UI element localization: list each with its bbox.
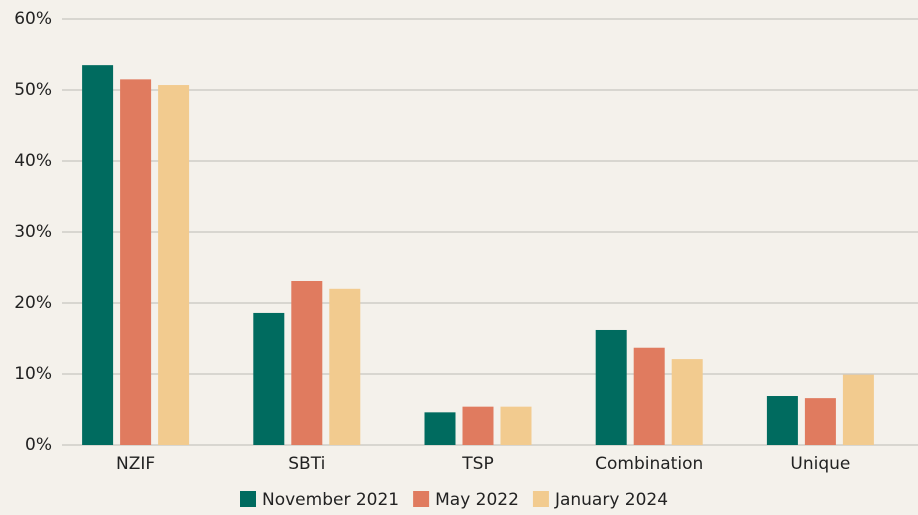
legend-label: November 2021 [262,490,399,510]
legend-swatch [413,491,430,507]
y-tick-label: 20% [14,293,52,313]
bar [595,329,627,445]
x-tick-label: Combination [595,454,703,474]
bar [633,347,665,445]
bar [120,79,152,445]
legend-swatch [240,491,256,507]
y-tick-label: 60% [14,9,52,29]
x-tick-label: NZIF [116,454,155,474]
legend-swatch [532,491,549,507]
legend-label: May 2022 [435,490,519,510]
bar [253,312,285,445]
legend-label: January 2024 [554,490,668,510]
bar [671,359,703,445]
y-tick-label: 10% [14,364,52,384]
bar [291,280,323,445]
x-tick-label: Unique [790,454,850,474]
bar [462,406,494,445]
bar [842,374,874,445]
x-tick-label: TSP [461,454,493,474]
y-tick-label: 30% [14,222,52,242]
bar [424,412,456,445]
x-tick-label: SBTi [288,454,325,474]
y-tick-label: 40% [14,151,52,171]
bar [329,288,361,445]
bar [804,398,836,445]
y-tick-label: 50% [14,80,52,100]
bar [158,85,190,445]
bar [82,65,114,446]
bar [500,406,532,445]
bar [766,396,798,445]
y-tick-label: 0% [25,435,52,455]
